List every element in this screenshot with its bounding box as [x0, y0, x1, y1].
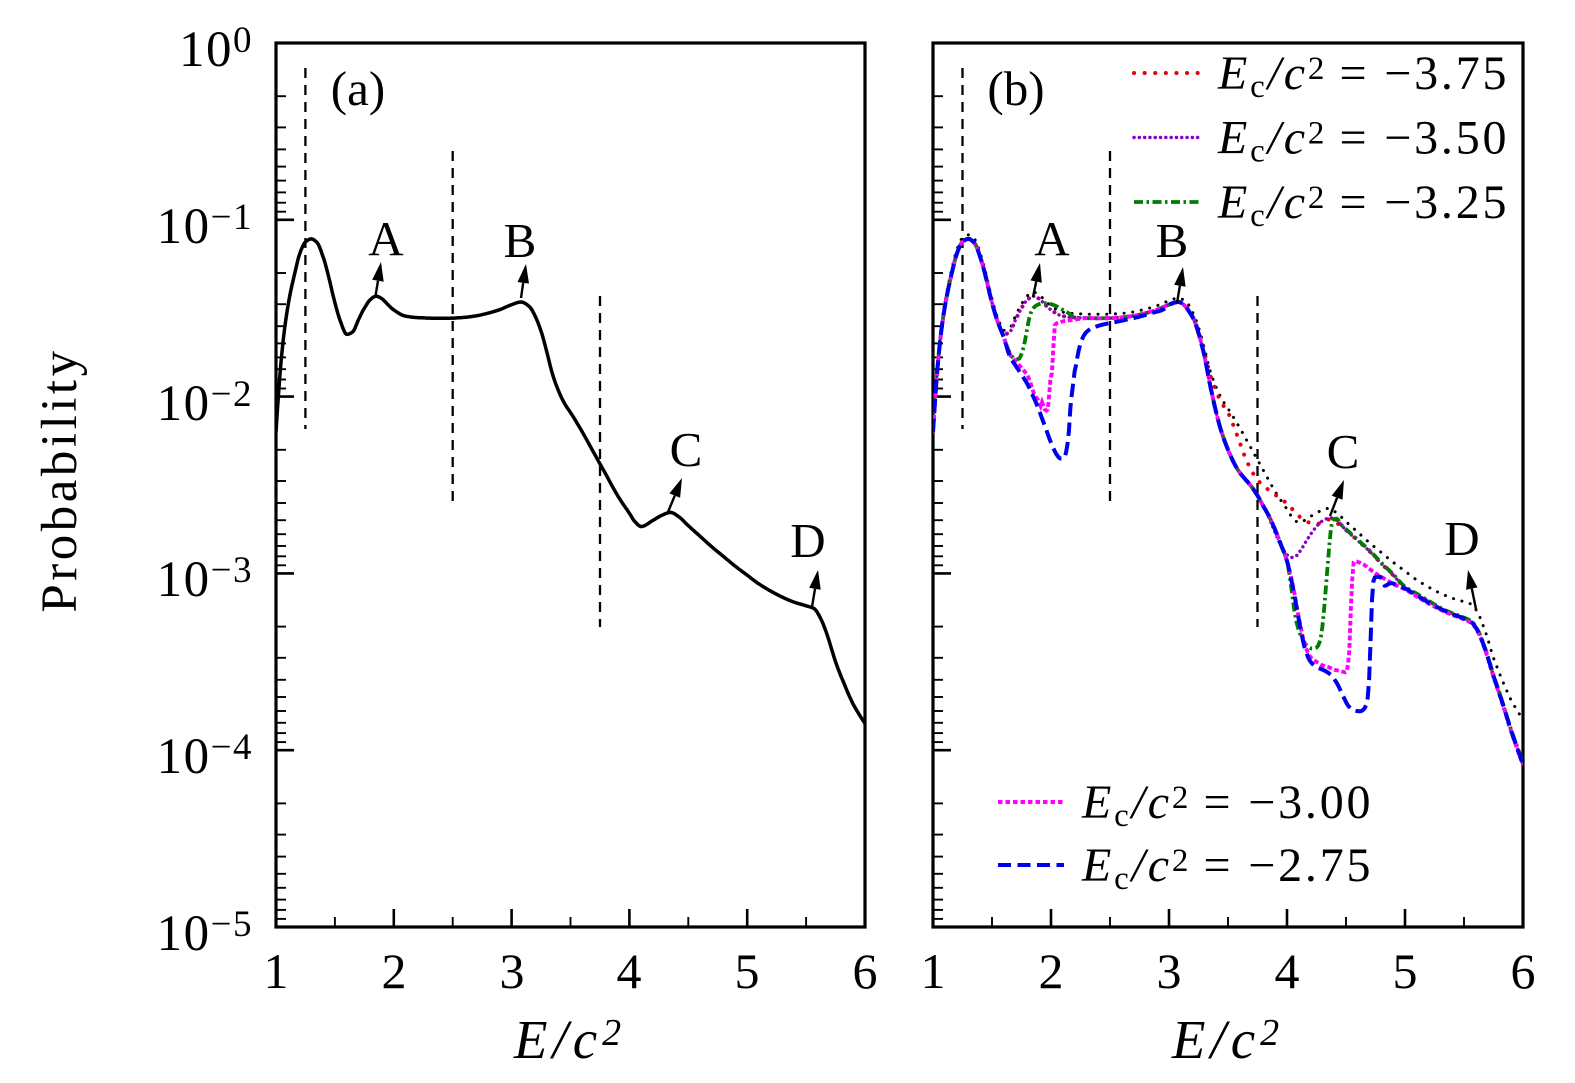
svg-text:A: A	[1034, 211, 1070, 266]
svg-text:6: 6	[853, 943, 878, 999]
svg-text:3: 3	[500, 943, 525, 999]
svg-text:Ec/c2 = −3.00: Ec/c2 = −3.00	[1081, 776, 1373, 834]
svg-text:D: D	[790, 513, 825, 568]
svg-text:Ec/c2 = −3.50: Ec/c2 = −3.50	[1217, 112, 1509, 170]
svg-text:1: 1	[921, 943, 946, 999]
svg-text:1: 1	[264, 943, 289, 999]
svg-text:2: 2	[382, 943, 407, 999]
svg-text:4: 4	[1275, 943, 1300, 999]
svg-text:6: 6	[1511, 943, 1536, 999]
svg-text:A: A	[368, 211, 404, 266]
svg-text:4: 4	[617, 943, 642, 999]
svg-text:Ec/c2 = −3.25: Ec/c2 = −3.25	[1217, 176, 1509, 234]
svg-text:(a): (a)	[331, 61, 385, 116]
svg-text:B: B	[504, 213, 537, 268]
svg-text:3: 3	[1157, 943, 1182, 999]
svg-text:Ec/c2 = −3.75: Ec/c2 = −3.75	[1217, 47, 1509, 105]
svg-text:5: 5	[735, 943, 760, 999]
svg-text:Ec/c2 = −2.75: Ec/c2 = −2.75	[1081, 839, 1373, 897]
svg-text:10−1: 10−1	[157, 197, 253, 255]
svg-text:C: C	[670, 422, 703, 477]
svg-text:2: 2	[1039, 943, 1064, 999]
svg-text:Probability: Probability	[32, 347, 88, 612]
svg-text:D: D	[1444, 511, 1479, 566]
svg-text:(b): (b)	[987, 61, 1044, 116]
svg-text:B: B	[1156, 213, 1189, 268]
svg-text:5: 5	[1393, 943, 1418, 999]
svg-text:C: C	[1327, 424, 1360, 479]
